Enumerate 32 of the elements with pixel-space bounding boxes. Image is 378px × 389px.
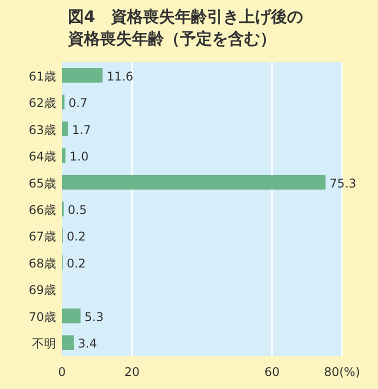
data-label: 75.3 <box>330 176 356 190</box>
bar <box>62 148 66 163</box>
y-tick-label: 不明 <box>32 336 56 351</box>
data-label: 1.0 <box>70 150 89 164</box>
y-tick-label: 70歳 <box>28 310 56 324</box>
y-tick-label: 68歳 <box>28 256 56 270</box>
data-label: 0.5 <box>68 203 87 217</box>
data-label: 0.2 <box>66 230 86 244</box>
x-tick-label: 0 <box>58 365 66 379</box>
bar <box>62 174 326 190</box>
y-tick-label: 64歳 <box>28 150 56 164</box>
chart-title: 図4 資格喪失年齢引き上げ後の資格喪失年齢（予定を含む） <box>68 6 304 50</box>
data-label: 0.2 <box>66 256 86 270</box>
x-tick-label: 60 <box>264 365 280 379</box>
y-tick-label: 69歳 <box>28 283 56 298</box>
bar <box>62 335 74 350</box>
data-label: 5.3 <box>84 310 104 324</box>
data-label: 0.7 <box>68 96 88 110</box>
x-tick-label: 20 <box>124 365 140 379</box>
y-tick-label: 66歳 <box>28 203 56 217</box>
data-label: 3.4 <box>78 336 97 351</box>
bar <box>62 308 81 324</box>
bar <box>62 68 103 83</box>
data-label: 1.7 <box>72 122 92 137</box>
y-tick-label: 63歳 <box>28 122 56 137</box>
y-tick-label: 65歳 <box>28 176 56 190</box>
y-tick-label: 61歳 <box>28 69 56 84</box>
y-tick-label: 67歳 <box>28 230 56 244</box>
y-tick-label: 62歳 <box>28 96 56 110</box>
data-label: 11.6 <box>106 69 134 84</box>
bar <box>62 121 68 136</box>
x-tick-label: 80(%) <box>324 365 360 379</box>
